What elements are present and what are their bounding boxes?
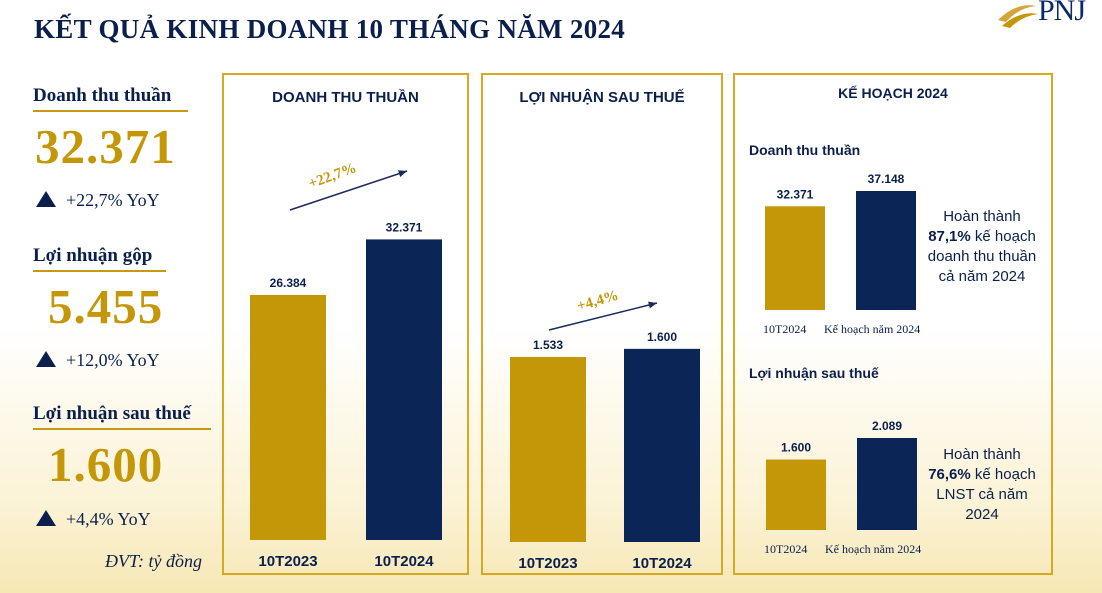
plan-profit-chart: 1.600 10T2024 2.089 Kế hoạch năm 2024 [764, 419, 921, 556]
kpi-yoy-net-profit: +4,4% YoY [36, 509, 151, 530]
plan-title: KẾ HOẠCH 2024 [838, 85, 948, 101]
bar [510, 356, 586, 542]
page-title: KẾT QUẢ KINH DOANH 10 THÁNG NĂM 2024 [34, 14, 626, 44]
arrow-head-icon [648, 301, 657, 309]
up-triangle-icon [36, 191, 56, 207]
bar [765, 206, 825, 310]
kpi-yoy-gross-profit: +12,0% YoY [36, 350, 160, 371]
kpi-label-revenue: Doanh thu thuần [33, 85, 172, 106]
kpi-label-net-profit: Lợi nhuận sau thuế [33, 403, 191, 424]
data-label: 2.089 [872, 419, 902, 433]
chart-title: DOANH THU THUẦN [272, 89, 419, 106]
chart-title: LỢI NHUẬN SAU THUẾ [519, 89, 685, 106]
net-profit-chart-panel: LỢI NHUẬN SAU THUẾ [481, 73, 723, 575]
x-tick-label: 10T2024 [763, 322, 806, 336]
kpi-value-revenue: 32.371 [35, 119, 176, 174]
revenue-plan-note: Hoàn thành 87,1% kế hoạch doanh thu thuầ… [927, 208, 1037, 285]
data-label: 32.371 [386, 220, 423, 234]
kpi-value-gross-profit: 5.455 [48, 279, 164, 334]
up-triangle-icon [36, 351, 56, 367]
x-tick-label: 10T2023 [258, 553, 317, 570]
bar [856, 191, 916, 310]
growth-label: +22,7% [306, 160, 358, 192]
kpi-yoy-revenue: +22,7% YoY [36, 190, 160, 211]
bar [766, 459, 826, 530]
data-label: 32.371 [777, 187, 814, 201]
x-tick-label: 10T2024 [632, 555, 692, 572]
bar [624, 348, 700, 542]
plan-revenue-subhead: Doanh thu thuần [749, 142, 861, 158]
data-label: 26.384 [270, 276, 307, 290]
plan-profit-subhead: Lợi nhuận sau thuế [749, 365, 879, 381]
data-label: 1.600 [781, 441, 811, 455]
bar [366, 239, 442, 540]
pnj-logo-icon [998, 5, 1038, 28]
revenue-chart: 26.384 10T2023 32.371 10T2024 +22,7% [250, 160, 442, 570]
x-tick-label: 10T2023 [518, 555, 577, 572]
kpi-label-gross-profit: Lợi nhuận gộp [33, 245, 153, 266]
plan-panel: KẾ HOẠCH 2024 Doanh thu thuần Lợi nhuận … [733, 73, 1053, 575]
x-tick-label: 10T2024 [764, 542, 807, 556]
x-tick-label: Kế hoạch năm 2024 [825, 542, 921, 556]
logo-text: PNJ [1038, 0, 1086, 27]
kpi-underline [33, 110, 188, 112]
kpi-underline [33, 270, 166, 272]
data-label: 1.600 [647, 330, 677, 344]
up-triangle-icon [36, 510, 56, 526]
plan-revenue-chart: 32.371 10T2024 37.148 Kế hoạch năm 2024 [763, 172, 920, 336]
growth-arrow [548, 302, 658, 331]
growth-arrow [289, 170, 408, 211]
x-tick-label: 10T2024 [374, 553, 434, 570]
bar [250, 295, 326, 540]
kpi-value-net-profit: 1.600 [48, 437, 164, 492]
x-tick-label: Kế hoạch năm 2024 [824, 322, 920, 336]
profit-plan-note: Hoàn thành 76,6% kế hoạch LNST cả năm 20… [928, 446, 1036, 523]
revenue-chart-panel: DOANH THU THUẦN [222, 73, 469, 575]
kpi-underline [33, 428, 211, 430]
bar [857, 438, 917, 530]
net-profit-chart: 1.533 10T2023 1.600 10T2024 +4,4% [510, 288, 700, 572]
arrow-head-icon [398, 170, 407, 177]
growth-label: +4,4% [575, 288, 620, 315]
data-label: 37.148 [868, 172, 905, 186]
data-label: 1.533 [533, 338, 563, 352]
unit-note: ĐVT: tỷ đồng [105, 551, 202, 571]
